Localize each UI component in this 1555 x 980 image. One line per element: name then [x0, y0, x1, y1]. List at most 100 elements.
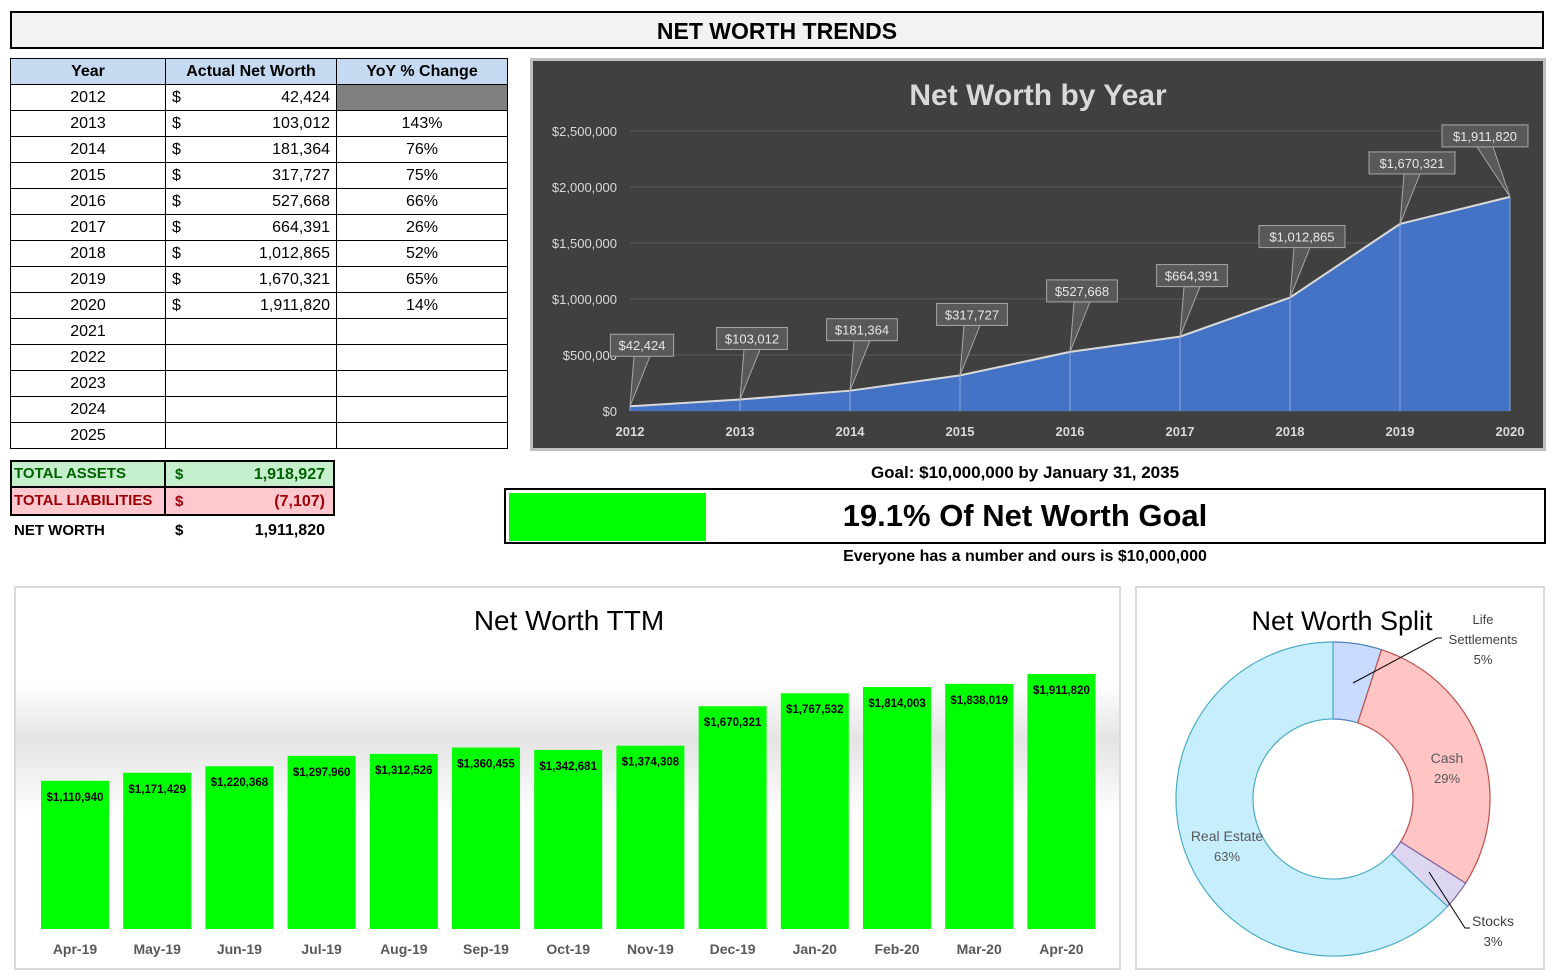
- slice-label: Life: [1473, 612, 1494, 627]
- slice-label: Cash: [1431, 750, 1464, 766]
- data-label-box: [826, 318, 898, 342]
- total-assets-row: TOTAL ASSETS $ 1,918,927: [10, 460, 335, 488]
- net-worth-amount: 181,364: [272, 140, 330, 158]
- year-cell: 2018: [10, 240, 166, 267]
- bar-data-label: $1,814,003: [868, 698, 926, 710]
- data-label-pointer: [959, 324, 981, 376]
- data-label-pointer: [849, 340, 871, 391]
- currency-symbol: $: [172, 244, 181, 262]
- x-tick-label: 2012: [616, 424, 645, 439]
- bar-data-label: $1,767,532: [786, 704, 844, 716]
- year-cell: 2024: [10, 396, 166, 423]
- slice-percent: 5%: [1474, 652, 1493, 667]
- year-cell: 2013: [10, 110, 166, 137]
- table-row: 2021: [10, 318, 508, 345]
- currency-symbol: $: [172, 166, 181, 184]
- y-tick-label: $0: [603, 404, 617, 419]
- data-label-box: [936, 302, 1008, 326]
- net-worth-cell: $103,012: [165, 110, 337, 137]
- col-header-yoy: YoY % Change: [336, 58, 508, 85]
- data-label-pointer: [1179, 286, 1201, 337]
- year-cell: 2020: [10, 292, 166, 319]
- yoy-cell: [336, 318, 508, 345]
- table-row: 2018 $1,012,865 52%: [10, 240, 508, 267]
- year-cell: 2012: [10, 84, 166, 111]
- table-row: 2012 $42,424: [10, 84, 508, 111]
- slice-percent: 3%: [1484, 934, 1503, 949]
- net-worth-split-chart: Net Worth Split Life Settlements 5% Cash 29% S…: [1135, 586, 1545, 970]
- data-label-box: [716, 326, 788, 350]
- net-worth-ttm-chart: Net Worth TTM $1,110,940 Apr-19 $1,171,429 M…: [14, 586, 1121, 970]
- data-label-box: [609, 333, 675, 357]
- currency-symbol: $: [172, 270, 181, 288]
- bar: [698, 706, 767, 929]
- net-worth-cell: $1,012,865: [165, 240, 337, 267]
- net-worth-amount: 527,668: [272, 192, 330, 210]
- net-worth-cell: $1,911,820: [165, 292, 337, 319]
- slice-percent: 29%: [1434, 771, 1460, 786]
- bar: [780, 693, 849, 929]
- net-worth-cell: $1,670,321: [165, 266, 337, 293]
- data-label-box: [1258, 225, 1346, 249]
- net-worth-cell: [165, 422, 337, 449]
- net-worth-cell: [165, 370, 337, 397]
- page-title: NET WORTH TRENDS: [10, 11, 1544, 49]
- table-row: 2022: [10, 344, 508, 371]
- currency-symbol: $: [172, 218, 181, 236]
- currency-symbol: $: [172, 114, 181, 132]
- net-worth-amount: 1,911,820: [260, 296, 330, 314]
- year-cell: 2025: [10, 422, 166, 449]
- table-row: 2023: [10, 370, 508, 397]
- x-tick-label: Jun-19: [217, 941, 262, 957]
- year-cell: 2019: [10, 266, 166, 293]
- x-tick-label: Feb-20: [874, 941, 919, 957]
- data-label-box: [1046, 279, 1118, 303]
- x-tick-label: 2013: [726, 424, 755, 439]
- net-worth-currency: $: [175, 522, 184, 539]
- bar-data-label: $1,342,681: [539, 761, 597, 773]
- data-label: $181,364: [835, 323, 889, 338]
- net-worth-amount: 317,727: [272, 166, 330, 184]
- table-body: 2012 $42,424 2013 $103,012 143% 2014 $181,364 7…: [10, 84, 508, 449]
- table-row: 2016 $527,668 66%: [10, 188, 508, 215]
- net-worth-cell: $664,391: [165, 214, 337, 241]
- net-worth-cell: $181,364: [165, 136, 337, 163]
- x-tick-label: Nov-19: [627, 941, 674, 957]
- bar: [945, 683, 1014, 929]
- bar: [369, 753, 438, 929]
- data-label-pointer: [1476, 146, 1511, 198]
- net-worth-cell: $527,668: [165, 188, 337, 215]
- net-worth-amount: 103,012: [272, 114, 330, 132]
- net-worth-cell: [165, 344, 337, 371]
- data-label-pointer: [1069, 301, 1091, 353]
- bar-data-label: $1,297,960: [293, 767, 351, 779]
- total-assets-value: 1,918,927: [253, 466, 325, 483]
- data-label: $527,668: [1055, 284, 1109, 299]
- x-tick-label: 2015: [946, 424, 975, 439]
- table-header-row: Year Actual Net Worth YoY % Change: [10, 58, 508, 85]
- net-worth-by-year-chart: Net Worth by Year $0 $500,000 $1,000,000 $1,…: [530, 58, 1546, 451]
- x-tick-label: 2020: [1496, 424, 1525, 439]
- donut-slice: [1356, 648, 1491, 884]
- goal-progress-text: 19.1% Of Net Worth Goal: [842, 498, 1208, 533]
- x-tick-label: Jul-19: [301, 941, 342, 957]
- total-liabilities-row: TOTAL LIABILITIES $ (7,107): [10, 488, 335, 516]
- bar: [287, 755, 356, 929]
- y-tick-label: $2,500,000: [552, 124, 617, 139]
- goal-progress-bar: 19.1% Of Net Worth Goal: [504, 488, 1546, 544]
- y-tick-label: $1,000,000: [552, 292, 617, 307]
- net-worth-amount: 1,670,321: [258, 270, 330, 288]
- net-worth-cell: $42,424: [165, 84, 337, 111]
- bar-data-label: $1,220,368: [211, 777, 269, 789]
- currency-symbol: $: [172, 140, 181, 158]
- yoy-cell: [336, 422, 508, 449]
- x-tick-label: Oct-19: [546, 941, 590, 957]
- bar-data-label: $1,171,429: [128, 784, 186, 796]
- data-label-pointer: [739, 348, 761, 400]
- x-tick-label: 2019: [1386, 424, 1415, 439]
- bar: [123, 772, 192, 929]
- y-tick-label: $1,500,000: [552, 236, 617, 251]
- data-label-box: [1156, 264, 1228, 288]
- slice-label: Settlements: [1449, 632, 1518, 647]
- goal-title: Goal: $10,000,000 by January 31, 2035: [870, 463, 1180, 482]
